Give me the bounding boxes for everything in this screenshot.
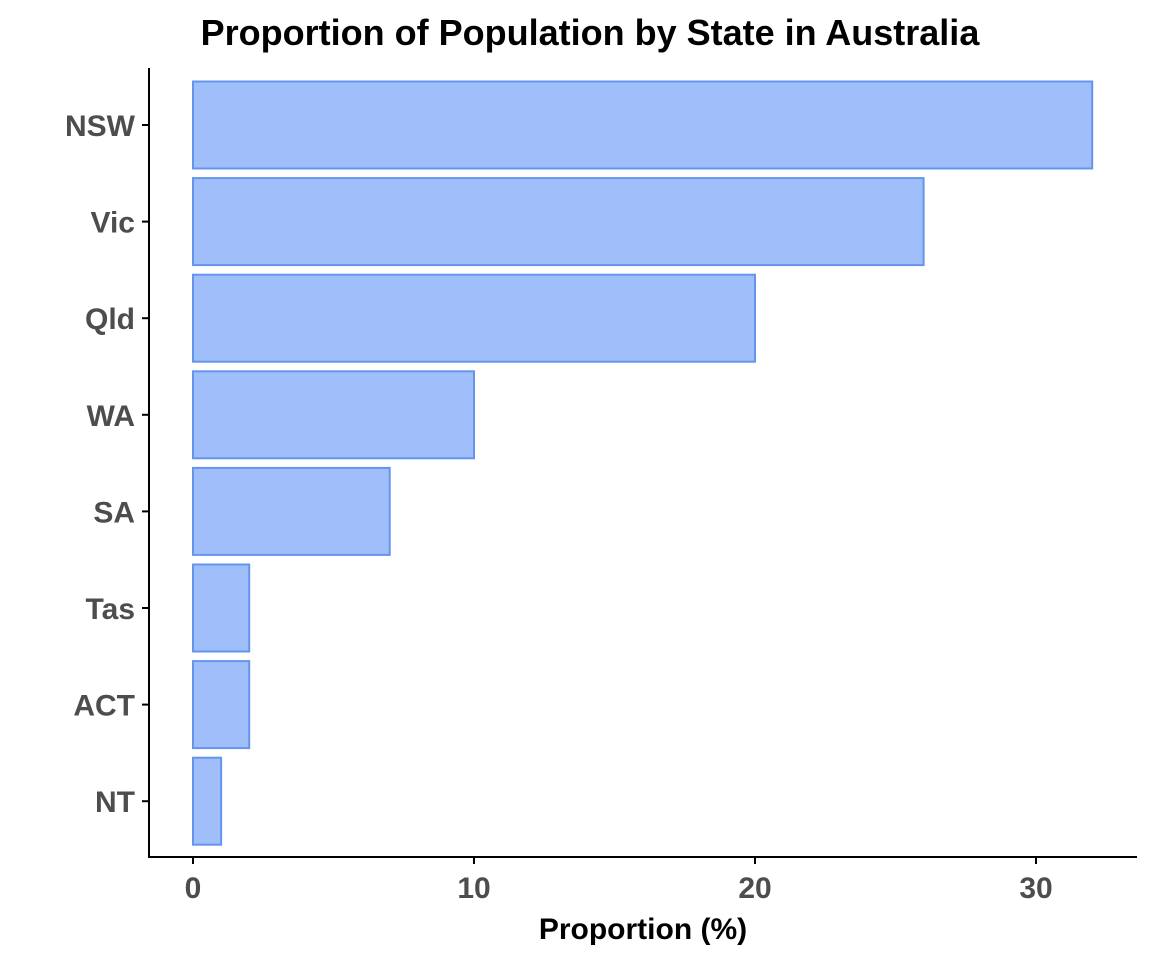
y-tick-label-vic: Vic: [91, 207, 136, 240]
x-tick-label-30: 30: [1019, 872, 1052, 905]
bar-wa: [192, 370, 475, 460]
y-tick-label-tas: Tas: [86, 593, 135, 626]
bar-sa: [192, 466, 391, 556]
x-tick-label-10: 10: [457, 872, 490, 905]
bar-nt: [192, 756, 223, 846]
x-axis-title: Proportion (%): [539, 913, 747, 946]
bar-qld: [192, 273, 756, 363]
y-tick-label-nt: NT: [95, 786, 135, 819]
y-axis-ticks: NSW Vic Qld WA SA Tas ACT NT: [65, 110, 149, 819]
x-tick-label-0: 0: [185, 872, 202, 905]
x-tick-label-20: 20: [738, 872, 771, 905]
bar-vic: [192, 177, 925, 267]
y-tick-label-nsw: NSW: [65, 110, 136, 143]
bar-tas: [192, 563, 251, 653]
y-tick-label-qld: Qld: [85, 303, 135, 336]
chart-title: Proportion of Population by State in Aus…: [201, 12, 981, 53]
bars-group: [192, 80, 1094, 846]
y-tick-label-sa: SA: [93, 496, 135, 529]
bar-nsw: [192, 80, 1094, 170]
y-tick-label-wa: WA: [87, 400, 135, 433]
y-tick-label-act: ACT: [73, 690, 135, 723]
x-axis-ticks: 0 10 20 30: [185, 857, 1053, 905]
bar-act: [192, 660, 251, 750]
